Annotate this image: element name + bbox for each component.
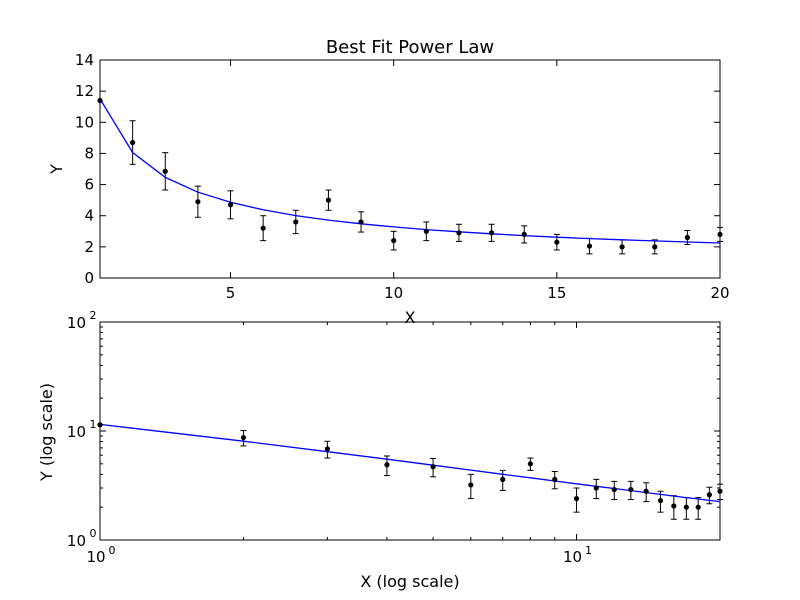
x-tick-label: 10 [384, 284, 403, 302]
data-point [706, 492, 712, 498]
top-ticks: 5 10 15 20 0 2 4 6 8 10 12 14 [75, 51, 730, 302]
data-point [325, 197, 332, 203]
data-point [430, 464, 436, 470]
data-point [611, 486, 617, 493]
x-tick-label: 15 [547, 284, 566, 302]
bottom-ylabel: Y (log scale) [37, 383, 56, 482]
data-point [573, 495, 580, 502]
bottom-panel: 10 0 10 110 010 110 2 X (log scale) Y (log sca… [37, 309, 723, 591]
y-tick-label: 10 [67, 314, 86, 332]
data-point [619, 244, 625, 250]
data-point [552, 476, 558, 482]
x-tick-label: 10 [563, 548, 582, 566]
y-tick-label: 4 [84, 207, 94, 225]
bottom-data-points [97, 422, 723, 510]
data-point [657, 497, 664, 504]
data-point [227, 202, 234, 208]
y-tick-label: 12 [75, 82, 94, 100]
data-point [240, 434, 247, 441]
data-point [260, 225, 266, 231]
y-tick-exponent: 1 [90, 418, 97, 431]
data-point [195, 199, 201, 205]
data-point [717, 488, 723, 494]
x-tick-label: 5 [226, 284, 236, 302]
y-tick-label: 10 [75, 113, 94, 131]
data-point [695, 504, 701, 510]
data-point [593, 485, 599, 491]
x-tick-exponent: 1 [585, 544, 592, 557]
top-fit-line [99, 98, 721, 244]
top-xlabel: X [405, 308, 416, 327]
data-point [293, 219, 299, 225]
data-point [456, 230, 462, 236]
chart-title: Best Fit Power Law [326, 37, 494, 58]
data-point [488, 230, 495, 236]
data-point [554, 239, 560, 245]
top-data-points [97, 97, 723, 250]
data-point [500, 476, 506, 482]
data-point [358, 219, 364, 225]
data-point [97, 422, 103, 428]
y-tick-label: 0 [84, 269, 94, 287]
x-tick-label: 10 [86, 548, 105, 566]
y-tick-label: 10 [67, 423, 86, 441]
x-tick-label: 20 [710, 284, 729, 302]
data-point [423, 228, 429, 234]
data-point [643, 488, 649, 494]
y-tick-label: 2 [84, 238, 94, 256]
data-point [586, 243, 593, 249]
data-point [324, 446, 330, 452]
top-plot-frame [99, 59, 721, 279]
data-point [384, 462, 390, 468]
data-point [671, 503, 677, 509]
y-tick-label: 8 [84, 144, 94, 162]
data-point [130, 139, 136, 146]
top-ylabel: Y [47, 164, 66, 175]
data-point [717, 231, 723, 237]
bottom-ticks: 10 0 10 110 010 110 2 [67, 309, 721, 566]
data-point [521, 231, 527, 237]
y-tick-label: 14 [75, 51, 94, 69]
data-point [391, 238, 397, 244]
y-tick-exponent: 2 [90, 309, 97, 322]
bottom-fit-line [99, 423, 721, 503]
data-point [468, 482, 474, 488]
data-point [527, 461, 533, 467]
data-point [97, 97, 103, 104]
y-tick-exponent: 0 [90, 527, 97, 540]
data-point [684, 234, 690, 241]
y-tick-label: 6 [84, 176, 94, 194]
data-point [162, 168, 168, 174]
data-point [652, 244, 658, 250]
bottom-xlabel: X (log scale) [360, 572, 459, 591]
data-point [683, 504, 689, 510]
y-tick-label: 10 [67, 532, 86, 550]
x-tick-exponent: 0 [109, 544, 116, 557]
data-point [628, 486, 634, 493]
